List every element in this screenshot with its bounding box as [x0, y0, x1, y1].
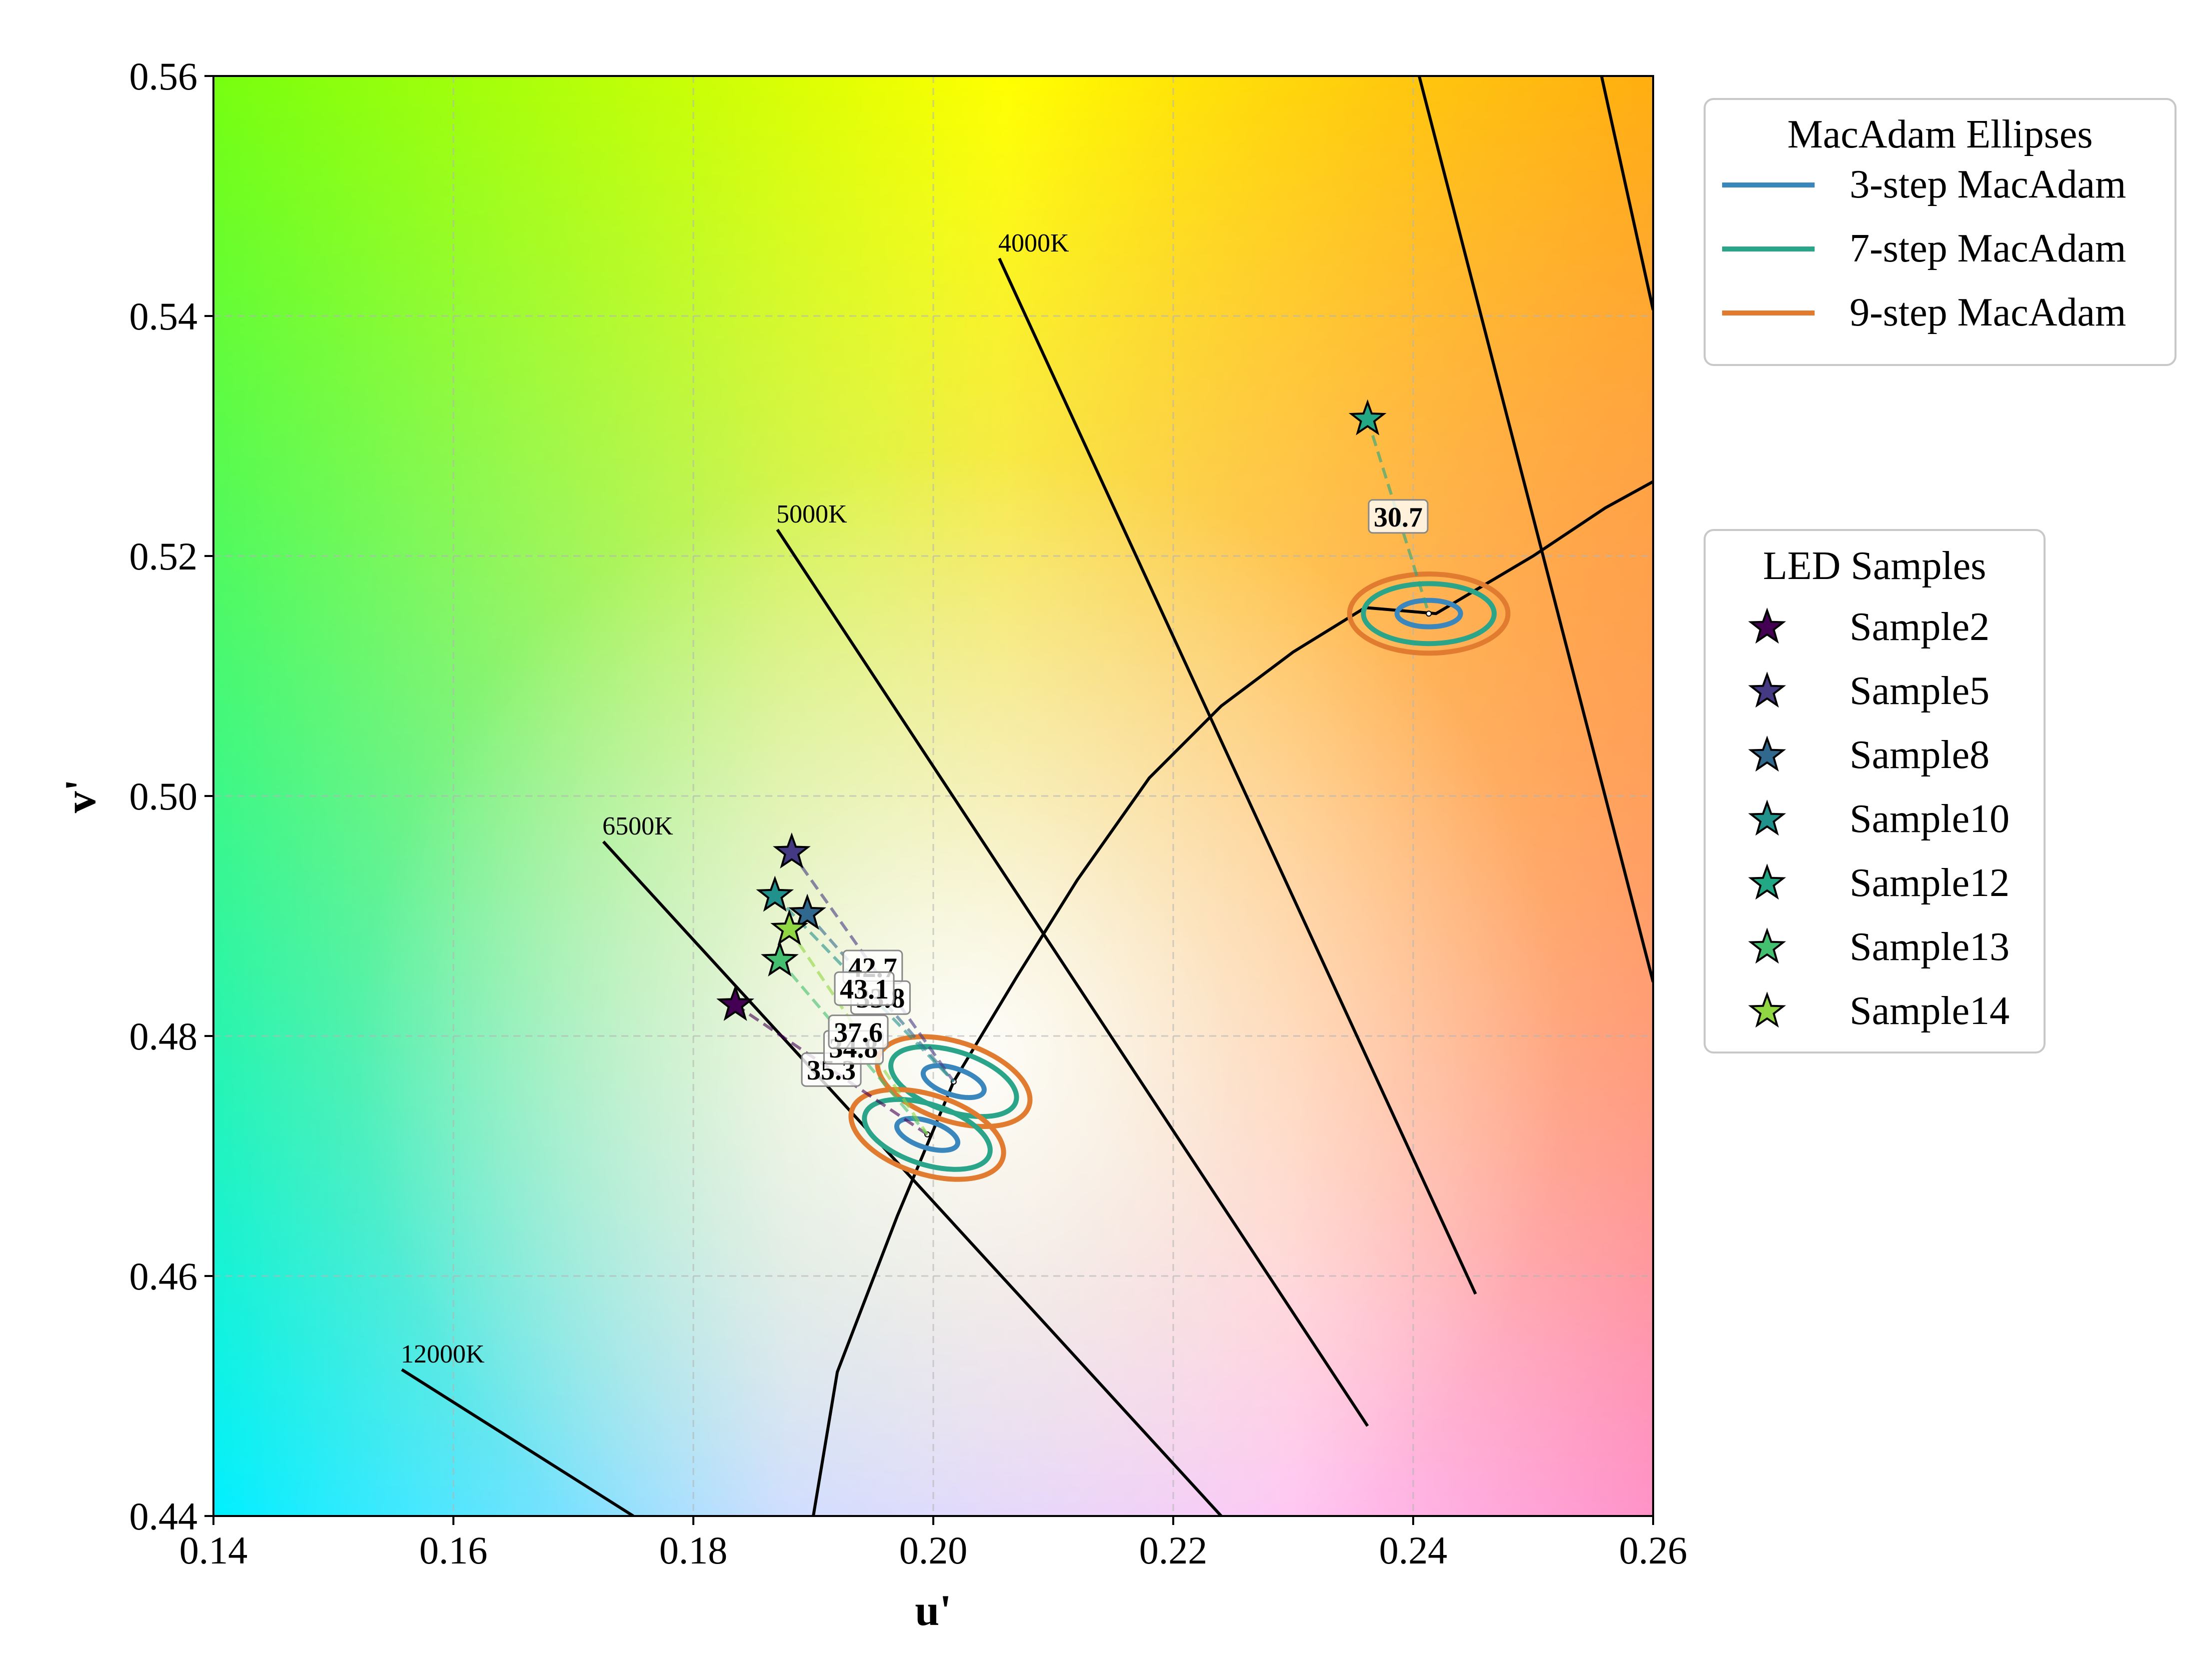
- macadam-ellipse: [1361, 581, 1497, 646]
- legend-item-label: Sample2: [1850, 605, 1990, 649]
- deviation-label: 43.1: [834, 971, 895, 1006]
- y-tick-label: 0.48: [129, 1014, 198, 1058]
- y-tick-label: 0.44: [129, 1494, 198, 1538]
- plot-content: 35.342.733.843.130.734.837.6 12000K6500K…: [401, 76, 1653, 1516]
- x-tick-label: 0.14: [179, 1528, 248, 1572]
- legend-star-swatch: [1748, 800, 1786, 836]
- cct-label: 4000K: [998, 229, 1069, 258]
- sample-marker: [772, 832, 811, 869]
- deviation-label-text: 30.7: [1374, 502, 1423, 533]
- deviation-label: 37.6: [828, 1014, 889, 1050]
- deviation-label-text: 37.6: [834, 1018, 883, 1048]
- x-tick-label: 0.24: [1379, 1528, 1448, 1572]
- legend-item-label: Sample12: [1850, 861, 2010, 905]
- y-tick-label: 0.56: [129, 54, 198, 98]
- deviation-label-text: 43.1: [840, 974, 889, 1005]
- macadam-ellipse: [920, 1063, 987, 1100]
- planckian-locus-line: [812, 480, 1653, 1516]
- legend-box: [1704, 529, 2046, 1054]
- macadam-ellipses: [848, 572, 1511, 1182]
- y-axis-title: v': [56, 779, 105, 813]
- macadam-ellipse: [848, 1086, 1006, 1182]
- cct-label: 5000K: [776, 500, 847, 528]
- macadam-ellipse: [862, 1096, 993, 1172]
- legend-item-label: Sample14: [1850, 989, 2010, 1033]
- legend-item-label: 9-step MacAdam: [1850, 290, 2126, 334]
- y-tick-label: 0.54: [129, 294, 198, 338]
- legend-led-samples: LED Samples Sample2 Sample5 Sample8 Sample1…: [1704, 529, 2046, 1054]
- deviation-labels: 35.342.733.843.130.734.837.6: [801, 499, 1429, 1087]
- legend-star-swatch: [1748, 672, 1786, 708]
- deviation-label-box: [834, 971, 895, 1006]
- legend-macadam-ellipses: MacAdam Ellipses 3-step MacAdam 7-step Ma…: [1704, 98, 2177, 366]
- y-tick-label: 0.46: [129, 1254, 198, 1298]
- sample-marker: [1348, 399, 1387, 436]
- ellipse-center: [1426, 610, 1432, 617]
- cct-label: 12000K: [401, 1340, 485, 1368]
- isotemperature-line: [776, 528, 1369, 1427]
- legend-item-label: Sample5: [1850, 669, 1990, 713]
- y-tick-label: 0.52: [129, 534, 198, 578]
- x-tick-label: 0.18: [659, 1528, 728, 1572]
- legend-item-label: Sample10: [1850, 797, 2010, 841]
- axis-ticks: 0.14 0.16 0.18 0.20 0.22 0.24 0.26 0.44 0.46 0.48…: [129, 54, 1688, 1572]
- sample-marker: [770, 909, 808, 946]
- x-tick-label: 0.20: [899, 1528, 968, 1572]
- deviation-connector: [734, 1004, 928, 1136]
- macadam-ellipse: [1394, 598, 1463, 630]
- legend-item-label: Sample8: [1850, 733, 1990, 777]
- deviation-label-box: [1368, 499, 1429, 534]
- deviation-label-box: [828, 1014, 889, 1050]
- y-tick-label: 0.50: [129, 774, 198, 818]
- legend-box: [1704, 98, 2177, 366]
- legend-star-swatch: [1748, 992, 1786, 1028]
- isotemperature-line: [1418, 76, 1653, 982]
- macadam-ellipse: [1347, 572, 1511, 656]
- legend-item-label: Sample13: [1850, 925, 2010, 969]
- x-tick-label: 0.16: [419, 1528, 488, 1572]
- legend-item-label: 7-step MacAdam: [1850, 226, 2126, 270]
- cct-label: 6500K: [602, 812, 673, 840]
- sample-marker: [760, 940, 799, 977]
- sample-markers: [716, 399, 1387, 1021]
- deviation-label: 30.7: [1368, 499, 1429, 534]
- isotemperature-line: [1600, 76, 1653, 310]
- x-tick-label: 0.22: [1139, 1528, 1208, 1572]
- legend-title: LED Samples: [1763, 544, 1987, 588]
- legend-star-swatch: [1748, 736, 1786, 772]
- x-axis-title: u': [915, 1586, 951, 1635]
- legend-star-swatch: [1748, 928, 1786, 964]
- sample-marker: [716, 984, 754, 1021]
- sample-marker: [788, 894, 826, 930]
- planckian-locus: [812, 480, 1653, 1516]
- isotemperature-line: [998, 258, 1477, 1295]
- legend-star-swatch: [1748, 864, 1786, 900]
- cct-labels: 12000K 6500K 5000K 4000K: [401, 229, 1069, 1368]
- legend-item-label: 3-step MacAdam: [1850, 162, 2126, 206]
- x-tick-label: 0.26: [1619, 1528, 1688, 1572]
- deviation-connector: [778, 959, 929, 1136]
- legend-star-swatch: [1748, 608, 1786, 644]
- macadam-ellipse: [894, 1116, 961, 1153]
- sample-marker: [756, 876, 794, 912]
- legend-title: MacAdam Ellipses: [1788, 112, 2093, 156]
- isotemperature-line: [401, 1368, 634, 1516]
